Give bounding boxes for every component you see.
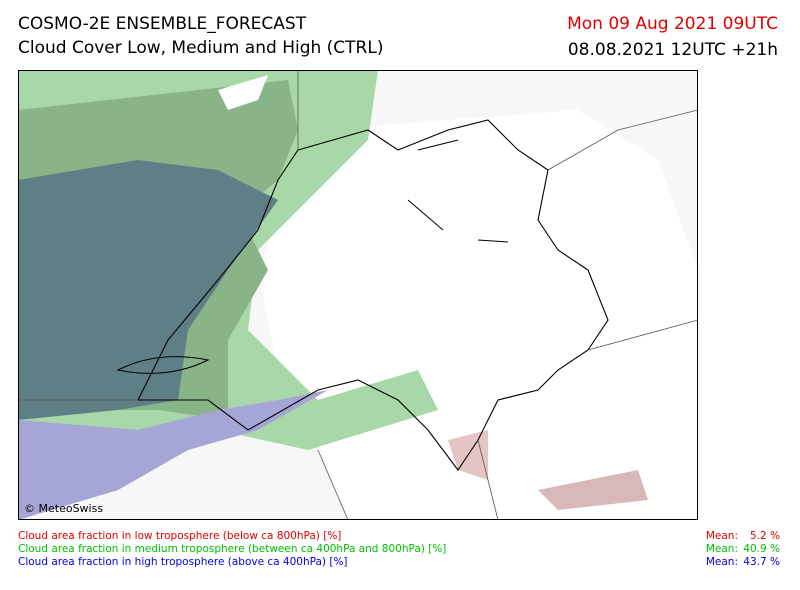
legend-label: Cloud area fraction in low troposphere (… xyxy=(18,530,342,542)
mean-label: Mean: xyxy=(705,543,738,555)
mean-value: 5.2 % xyxy=(749,530,780,542)
legend-label: Cloud area fraction in high troposphere … xyxy=(18,556,348,568)
valid-time: Mon 09 Aug 2021 09UTC xyxy=(567,14,778,34)
subtitle: Cloud Cover Low, Medium and High (CTRL) xyxy=(18,38,384,58)
mean-value: 40.9 % xyxy=(743,543,780,555)
map-frame xyxy=(18,70,698,520)
copyright: © MeteoSwiss xyxy=(24,502,103,515)
mean-label: Mean: xyxy=(705,556,738,568)
low-cloud xyxy=(538,470,648,510)
country-border xyxy=(18,70,698,520)
mixed-cloud xyxy=(18,160,278,420)
clear-patch xyxy=(218,75,268,110)
map: © MeteoSwiss xyxy=(18,70,698,520)
legend-label: Cloud area fraction in medium tropospher… xyxy=(18,543,447,555)
country-border xyxy=(137,119,609,471)
mean-value: 43.7 % xyxy=(743,556,780,568)
lake xyxy=(407,139,509,243)
run-time: 08.08.2021 12UTC +21h xyxy=(567,40,778,60)
lake xyxy=(116,356,210,374)
high-cloud xyxy=(18,390,328,520)
mean-label: Mean: xyxy=(705,530,738,542)
title: COSMO-2E ENSEMBLE_FORECAST xyxy=(18,14,307,34)
